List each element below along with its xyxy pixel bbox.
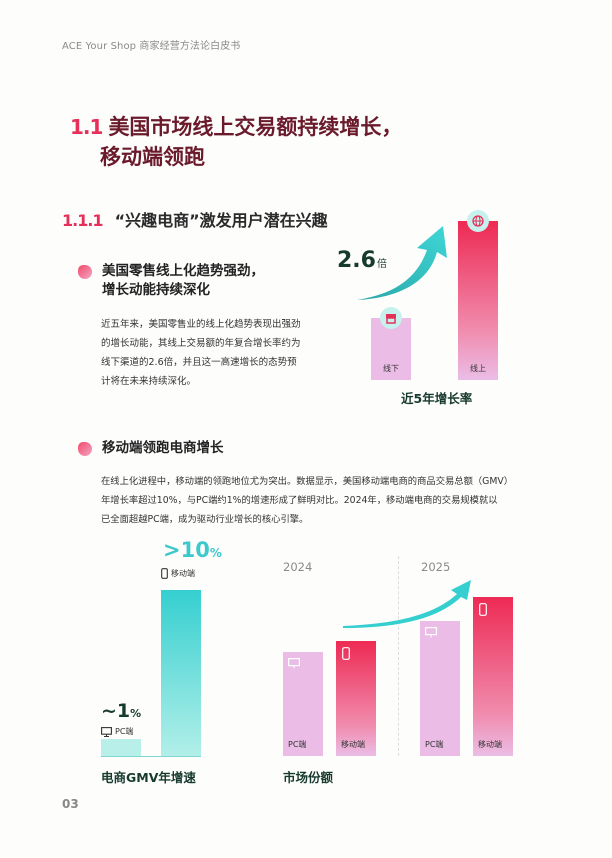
bullet-heading-2: 移动端领跑电商增长 — [78, 439, 224, 458]
year-2024: 2024 — [283, 560, 313, 574]
monitor-icon — [101, 726, 112, 737]
chart1-caption: 近5年增长率 — [401, 391, 473, 406]
section-title: 1.1 美国市场线上交易额持续增长， 移动端领跑 — [70, 115, 403, 169]
document-header: ACE Your Shop 商家经营方法论白皮书 — [62, 41, 241, 52]
bullet-heading-1: 美国零售线上化趋势强劲， 增长动能持续深化 — [78, 262, 264, 300]
bar-2025-pc: PC端 — [420, 621, 460, 756]
page-number: 03 — [62, 797, 79, 811]
monitor-icon — [425, 627, 437, 638]
bar-mobile-gmv — [161, 590, 201, 756]
bar-pc-gmv — [101, 739, 141, 756]
mobile-gmv-value: >10% — [163, 538, 222, 562]
mobile-legend: 移动端 — [161, 568, 195, 579]
pc-legend: PC端 — [101, 726, 133, 737]
divider — [398, 556, 399, 756]
bar-online: 线上 — [458, 221, 498, 380]
axis-line — [101, 756, 201, 757]
bullet2-paragraph: 在线上化进程中，移动端的领跑地位尤为突出。数据显示，美国移动端电商的商品交易总额… — [101, 476, 514, 525]
pc-gmv-value: ~1% — [101, 700, 142, 722]
trend-arrow-icon — [343, 580, 471, 628]
bullet1-paragraph: 近五年来，美国零售业的线上化趋势表现出强劲 的增长动能，其线上交易额的年复合增长… — [101, 319, 301, 387]
bullet-icon — [78, 265, 92, 279]
bar-2025-mobile: 移动端 — [473, 597, 513, 756]
bar-2024-mobile: 移动端 — [336, 641, 376, 756]
monitor-icon — [288, 658, 300, 669]
store-icon — [380, 307, 402, 329]
growth-arrow-icon — [357, 226, 447, 300]
chart3-caption: 市场份额 — [283, 770, 334, 785]
bar-2024-pc: PC端 — [283, 652, 323, 756]
year-2025: 2025 — [421, 560, 451, 574]
globe-icon — [467, 210, 489, 232]
subsection-title: 1.1.1 “兴趣电商”激发用户潜在兴趣 — [62, 211, 328, 230]
phone-icon — [161, 568, 168, 579]
phone-icon — [342, 647, 350, 660]
phone-icon — [479, 603, 487, 616]
subsection-number: 1.1.1 — [62, 211, 104, 230]
chart2-caption: 电商GMV年增速 — [101, 770, 196, 785]
bullet-icon — [78, 442, 92, 456]
section-number: 1.1 — [70, 115, 103, 139]
growth-multiplier: 2.6倍 — [337, 248, 387, 273]
